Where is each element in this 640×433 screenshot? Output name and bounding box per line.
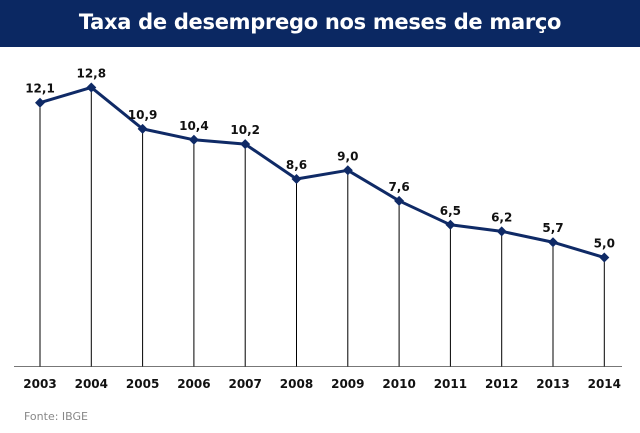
data-point: [137, 123, 148, 134]
x-tick-label: 2009: [331, 377, 364, 391]
data-point: [599, 252, 610, 263]
x-tick-label: 2006: [177, 377, 210, 391]
data-point: [188, 134, 199, 145]
x-tick-label: 2014: [588, 377, 621, 391]
x-tick-label: 2011: [434, 377, 467, 391]
series-line: [39, 85, 605, 259]
x-tick-label: 2010: [382, 377, 415, 391]
data-point: [394, 195, 405, 206]
data-label: 5,0: [594, 237, 615, 251]
data-label: 9,0: [337, 149, 358, 163]
data-label: 8,6: [286, 158, 307, 172]
data-label: 12,8: [76, 66, 106, 80]
x-tick-label: 2008: [280, 377, 313, 391]
x-tick-label: 2004: [75, 377, 108, 391]
data-label: 12,1: [25, 82, 55, 96]
x-tick-label: 2012: [485, 377, 518, 391]
data-point: [445, 219, 456, 230]
data-label: 6,5: [440, 204, 461, 218]
data-point: [548, 237, 558, 248]
data-point: [342, 165, 353, 176]
x-tick-label: 2013: [536, 377, 569, 391]
source-note: Fonte: IBGE: [24, 410, 88, 423]
data-point: [35, 97, 45, 108]
data-point: [496, 226, 507, 237]
x-tick-label: 2007: [228, 377, 261, 391]
data-point: [86, 82, 97, 93]
data-label: 10,9: [128, 108, 158, 122]
x-tick-label: 2005: [126, 377, 159, 391]
data-label: 6,2: [491, 210, 512, 224]
data-label: 10,4: [179, 119, 209, 133]
data-point: [291, 174, 302, 185]
data-label: 5,7: [542, 221, 563, 235]
data-point: [240, 139, 251, 150]
x-tick-label: 2003: [23, 377, 56, 391]
data-label: 7,6: [388, 180, 409, 194]
chart-title: Taxa de desemprego nos meses de março: [0, 0, 640, 47]
data-label: 10,2: [230, 123, 260, 137]
